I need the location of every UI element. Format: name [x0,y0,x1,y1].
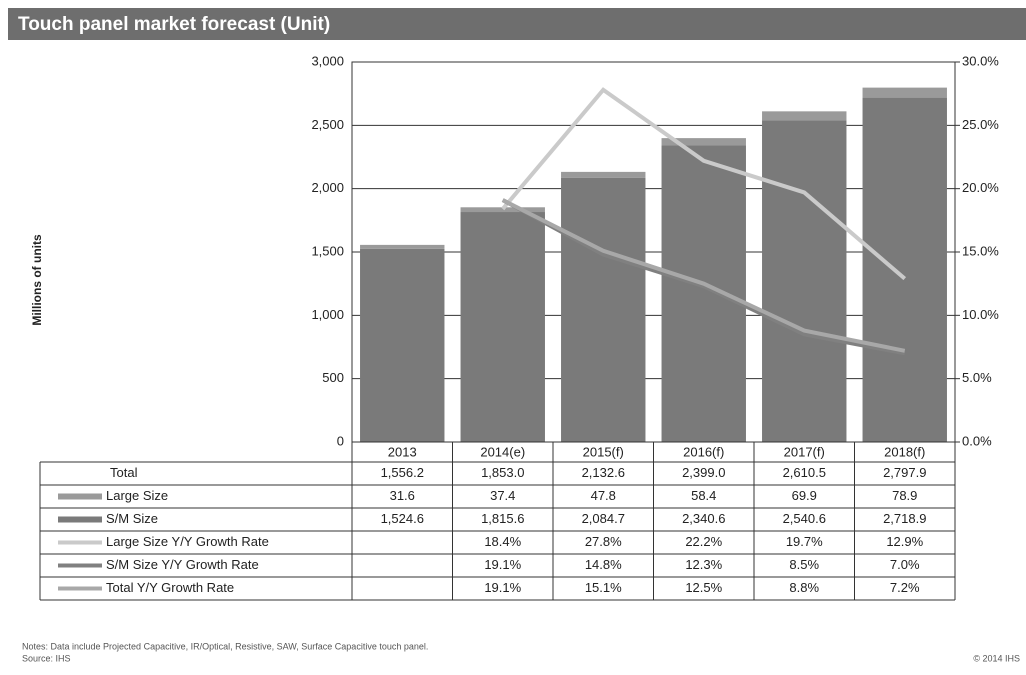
table-cell: 78.9 [892,488,917,503]
legend-swatch [58,493,102,500]
table-cell: 1,853.0 [481,465,524,480]
y2-tick-label: 25.0% [962,117,999,132]
line-series [501,87,907,281]
bar [460,207,545,213]
bar [360,248,445,442]
title-bar [8,8,1026,40]
line-series [501,198,906,353]
y-axis-label: Millions of units [30,234,44,326]
y-tick-label: 1,000 [311,307,344,322]
table-cell: 1,815.6 [481,511,524,526]
y-tick-label: 500 [322,370,344,385]
chart-title: Touch panel market forecast (Unit) [18,14,330,35]
x-tick-label: 2014(e) [480,444,525,459]
table-cell: 2,610.5 [783,465,826,480]
bar [661,145,746,443]
table-row-label: Large Size [106,488,168,503]
table-cell: 2,797.9 [883,465,926,480]
bar [360,244,445,249]
x-tick-label: 2015(f) [583,444,624,459]
table-cell: 1,524.6 [381,511,424,526]
x-tick-label: 2013 [388,444,417,459]
bar [460,212,545,442]
legend-swatch [58,516,102,523]
table-cell: 69.9 [792,488,817,503]
y2-tick-label: 30.0% [962,53,999,68]
table-cell: 19.7% [786,534,823,549]
y2-tick-label: 15.0% [962,243,999,258]
table-row-label: Total [110,465,138,480]
y-tick-label: 2,000 [311,180,344,195]
notes: Notes: Data include Projected Capacitive… [22,641,428,651]
copyright: © 2014 IHS [973,653,1020,663]
table-cell: 2,132.6 [582,465,625,480]
table-cell: 22.2% [685,534,722,549]
y-tick-label: 3,000 [311,53,344,68]
table-cell: 12.5% [685,580,722,595]
table-cell: 2,540.6 [783,511,826,526]
table-cell: 8.8% [789,580,819,595]
x-tick-label: 2018(f) [884,444,925,459]
table-row-label: S/M Size Y/Y Growth Rate [106,557,259,572]
bar [862,87,947,98]
table-cell: 2,084.7 [582,511,625,526]
table-cell: 37.4 [490,488,515,503]
bar [661,138,746,146]
bar [561,177,646,443]
table-cell: 58.4 [691,488,716,503]
bar [561,171,646,178]
table-cell: 14.8% [585,557,622,572]
x-tick-label: 2017(f) [784,444,825,459]
table-cell: 31.6 [390,488,415,503]
table-cell: 15.1% [585,580,622,595]
table-cell: 7.2% [890,580,920,595]
bar [762,111,847,121]
y-tick-label: 2,500 [311,117,344,132]
table-cell: 7.0% [890,557,920,572]
table-cell: 47.8 [591,488,616,503]
line-series [501,198,906,356]
y-tick-label: 0 [337,433,344,448]
table-cell: 19.1% [484,557,521,572]
table-cell: 27.8% [585,534,622,549]
x-tick-label: 2016(f) [683,444,724,459]
source: Source: IHS [22,653,71,663]
table-row-label: S/M Size [106,511,158,526]
y-tick-label: 1,500 [311,243,344,258]
table-row-label: Large Size Y/Y Growth Rate [106,534,269,549]
y2-tick-label: 5.0% [962,370,992,385]
table-row-label: Total Y/Y Growth Rate [106,580,234,595]
bar [862,97,947,442]
table-cell: 2,340.6 [682,511,725,526]
table-cell: 12.9% [886,534,923,549]
table-cell: 18.4% [484,534,521,549]
bar [762,120,847,442]
y2-tick-label: 10.0% [962,307,999,322]
table-cell: 1,556.2 [381,465,424,480]
table-cell: 2,399.0 [682,465,725,480]
table-cell: 8.5% [789,557,819,572]
y2-tick-label: 20.0% [962,180,999,195]
table-cell: 2,718.9 [883,511,926,526]
y2-tick-label: 0.0% [962,433,992,448]
table-cell: 12.3% [685,557,722,572]
table-cell: 19.1% [484,580,521,595]
